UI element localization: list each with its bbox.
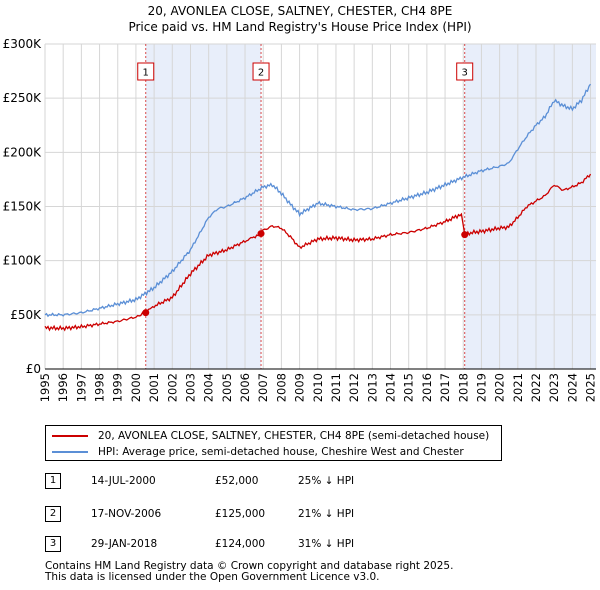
x-tick-label: 2025 bbox=[584, 373, 598, 402]
x-tick-label: 2016 bbox=[420, 373, 434, 402]
x-tick-label: 1999 bbox=[111, 373, 125, 402]
x-tick-label: 2022 bbox=[529, 373, 543, 402]
x-tick-label: 2005 bbox=[220, 373, 234, 402]
y-tick-label: £300K bbox=[3, 37, 43, 51]
x-tick-label: 2020 bbox=[493, 373, 507, 402]
legend-label-hpi: HPI: Average price, semi-detached house,… bbox=[98, 446, 464, 458]
sale-badge: 1 bbox=[45, 473, 61, 489]
sale-hpi-diff: 31% ↓ HPI bbox=[298, 538, 355, 550]
price-chart: 1 2 3 £0 £50K £100K £150K £200K £250K £300K 1995 1… bbox=[3, 37, 598, 402]
series-layer bbox=[44, 83, 592, 332]
x-tick-label: 2000 bbox=[129, 373, 143, 402]
sale-price: £125,000 bbox=[215, 508, 266, 520]
sale-date: 17-NOV-2006 bbox=[91, 508, 162, 520]
x-tick-label: 2012 bbox=[347, 373, 361, 402]
x-tick-label: 2018 bbox=[456, 373, 470, 402]
x-tick-label: 2017 bbox=[438, 373, 452, 402]
sale-marker-label: 3 bbox=[462, 68, 468, 79]
footer: Contains HM Land Registry data © Crown c… bbox=[45, 561, 453, 583]
x-tick-label: 2015 bbox=[402, 373, 416, 402]
sale-marker-box bbox=[456, 62, 474, 81]
axis-layer: £0 £50K £100K £150K £200K £250K £300K 1995 1996 1… bbox=[3, 37, 598, 402]
sale-hpi-diff: 21% ↓ HPI bbox=[298, 508, 355, 520]
chart-title-subtitle: Price paid vs. HM Land Registry's House … bbox=[128, 20, 472, 34]
x-tick-label: 2019 bbox=[474, 373, 488, 402]
chart-title: 20, AVONLEA CLOSE, SALTNEY, CHESTER, CH4… bbox=[0, 3, 600, 35]
sale-price: £52,000 bbox=[215, 475, 259, 487]
x-tick-label: 1998 bbox=[93, 373, 107, 402]
x-tick-label: 2023 bbox=[547, 373, 561, 402]
sale-hpi-diff: 25% ↓ HPI bbox=[298, 475, 355, 487]
sale-point bbox=[461, 231, 469, 239]
x-tick-label: 2002 bbox=[165, 373, 179, 402]
x-tick-label: 2021 bbox=[511, 373, 525, 402]
legend-entry-price: 20, AVONLEA CLOSE, SALTNEY, CHESTER, CH4… bbox=[52, 428, 489, 444]
x-tick-label: 1995 bbox=[38, 373, 52, 402]
x-tick-label: 1996 bbox=[56, 373, 70, 402]
legend-entry-hpi: HPI: Average price, semi-detached house,… bbox=[52, 444, 464, 460]
footer-licence: This data is licensed under the Open Gov… bbox=[45, 571, 380, 583]
sale-badge: 2 bbox=[45, 506, 61, 522]
legend-swatch-price bbox=[52, 435, 88, 437]
x-tick-label: 2009 bbox=[293, 373, 307, 402]
chart-title-address: 20, AVONLEA CLOSE, SALTNEY, CHESTER, CH4… bbox=[147, 4, 453, 18]
sale-date: 14-JUL-2000 bbox=[91, 475, 156, 487]
sale-date: 29-JAN-2018 bbox=[91, 538, 158, 550]
x-tick-label: 2024 bbox=[565, 373, 579, 402]
marker-layer: 1 2 3 bbox=[137, 62, 474, 317]
footer-copyright: Contains HM Land Registry data © Crown c… bbox=[45, 560, 454, 572]
y-tick-label: £100K bbox=[3, 254, 43, 268]
legend: 20, AVONLEA CLOSE, SALTNEY, CHESTER, CH4… bbox=[45, 425, 502, 461]
x-tick-label: 2004 bbox=[202, 373, 216, 402]
sale-point bbox=[257, 230, 265, 238]
x-tick-label: 2006 bbox=[238, 373, 252, 402]
sale-point bbox=[142, 309, 150, 317]
table-row: 1 14-JUL-2000 £52,000 25% ↓ HPI bbox=[45, 472, 465, 492]
x-tick-label: 2007 bbox=[256, 373, 270, 402]
table-row: 3 29-JAN-2018 £124,000 31% ↓ HPI bbox=[45, 535, 465, 555]
x-tick-label: 2001 bbox=[147, 373, 161, 402]
legend-label-price: 20, AVONLEA CLOSE, SALTNEY, CHESTER, CH4… bbox=[98, 430, 490, 442]
x-tick-label: 2010 bbox=[311, 373, 325, 402]
sale-price: £124,000 bbox=[215, 538, 266, 550]
sale-marker-label: 2 bbox=[258, 68, 264, 79]
y-tick-label: £50K bbox=[10, 308, 42, 322]
x-tick-label: 2013 bbox=[365, 373, 379, 402]
sale-marker-box bbox=[137, 62, 155, 81]
x-tick-label: 2008 bbox=[274, 373, 288, 402]
sale-marker-box bbox=[252, 62, 270, 81]
y-tick-label: £250K bbox=[3, 91, 43, 105]
sale-marker-label: 1 bbox=[143, 68, 149, 79]
y-tick-label: £200K bbox=[3, 145, 43, 159]
x-tick-label: 2011 bbox=[329, 373, 343, 402]
x-tick-label: 2003 bbox=[183, 373, 197, 402]
hpi-line bbox=[44, 83, 592, 318]
table-row: 2 17-NOV-2006 £125,000 21% ↓ HPI bbox=[45, 505, 465, 525]
y-tick-label: £150K bbox=[3, 200, 43, 214]
sale-badge: 3 bbox=[45, 536, 61, 552]
y-tick-label: £0 bbox=[26, 362, 41, 376]
legend-swatch-hpi bbox=[52, 451, 88, 453]
x-tick-label: 2014 bbox=[384, 373, 398, 402]
price-paid-line bbox=[44, 173, 592, 332]
x-tick-label: 1997 bbox=[74, 373, 88, 402]
